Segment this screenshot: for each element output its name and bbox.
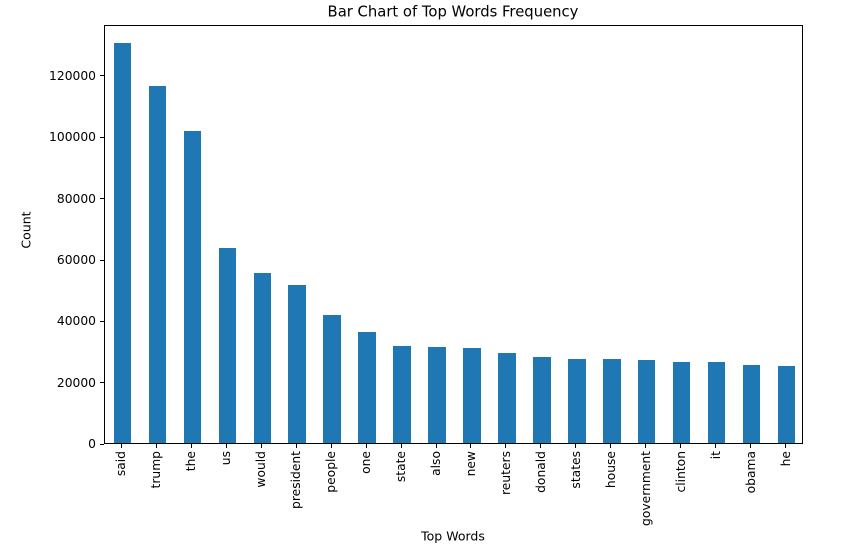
x-tick-mark: [435, 444, 437, 448]
x-tick-mark: [225, 444, 227, 448]
x-tick-mark: [155, 444, 157, 448]
x-tick-label-states: states: [568, 451, 583, 489]
x-tick-mark: [190, 444, 192, 448]
bar-the: [183, 131, 202, 443]
bar-reuters: [498, 352, 516, 443]
bar-would: [253, 273, 271, 443]
x-tick-mark: [575, 444, 577, 448]
x-tick-mark: [260, 444, 262, 448]
x-tick-mark: [470, 444, 472, 448]
bar-us: [218, 248, 237, 443]
y-tick-mark: [100, 320, 104, 322]
y-tick-mark: [100, 259, 104, 261]
x-tick-mark: [330, 444, 332, 448]
y-tick-mark: [100, 443, 104, 445]
x-tick-label-us: us: [219, 451, 234, 466]
x-tick-label-house: house: [603, 451, 618, 489]
x-tick-label-people: people: [324, 451, 339, 493]
bar-state: [393, 346, 411, 443]
x-tick-label-trump: trump: [149, 451, 164, 489]
y-tick-label: 20000: [56, 375, 96, 390]
x-tick-mark: [610, 444, 612, 448]
bar-one: [358, 332, 376, 443]
bar-trump: [148, 85, 167, 443]
y-tick-label: 100000: [49, 130, 96, 145]
x-tick-label-state: state: [394, 451, 409, 483]
x-tick-mark: [715, 444, 717, 448]
bar-said: [113, 43, 132, 443]
x-tick-label-reuters: reuters: [498, 451, 513, 495]
bar-also: [428, 346, 446, 443]
bar-clinton: [672, 362, 691, 443]
bar-house: [603, 359, 621, 443]
x-tick-mark: [645, 444, 647, 448]
x-tick-label-obama: obama: [743, 451, 758, 494]
x-tick-label-clinton: clinton: [673, 451, 688, 493]
y-tick-label: 40000: [56, 314, 96, 329]
bar-obama: [742, 365, 761, 443]
y-tick-mark: [100, 382, 104, 384]
bar-it: [707, 362, 726, 443]
x-tick-mark: [400, 444, 402, 448]
bar-government: [637, 359, 656, 443]
x-tick-label-the: the: [184, 451, 199, 472]
bar-new: [463, 347, 481, 443]
y-tick-mark: [100, 75, 104, 77]
bar-donald: [533, 357, 551, 443]
y-tick-label: 60000: [56, 253, 96, 267]
x-tick-mark: [785, 444, 787, 448]
y-tick-label: 120000: [49, 68, 96, 83]
x-tick-label-said: said: [114, 451, 129, 477]
x-tick-label-would: would: [254, 451, 269, 488]
y-tick-label: 0: [88, 437, 96, 451]
x-tick-mark: [505, 444, 507, 448]
x-tick-label-new: new: [463, 451, 478, 477]
x-tick-mark: [540, 444, 542, 448]
x-tick-label-one: one: [359, 451, 374, 474]
x-tick-label-president: president: [289, 451, 304, 509]
x-tick-label-government: government: [638, 451, 653, 526]
y-tick-mark: [100, 136, 104, 138]
bar-states: [568, 358, 586, 443]
x-tick-mark: [365, 444, 367, 448]
bar-people: [323, 314, 341, 443]
y-tick-label: 80000: [56, 191, 96, 206]
x-tick-label-also: also: [429, 451, 444, 476]
x-tick-mark: [680, 444, 682, 448]
x-tick-label-he: he: [778, 451, 793, 467]
bar-president: [288, 284, 306, 443]
x-axis-label: Top Words: [421, 528, 485, 544]
bar-he: [777, 366, 796, 443]
x-tick-label-it: it: [708, 451, 723, 460]
chart-title: Bar Chart of Top Words Frequency: [327, 3, 579, 21]
y-tick-mark: [100, 198, 104, 200]
x-tick-mark: [295, 444, 297, 448]
x-tick-mark: [750, 444, 752, 448]
x-tick-mark: [120, 444, 122, 448]
x-tick-label-donald: donald: [533, 451, 548, 493]
plot-area: [104, 25, 803, 444]
y-axis-label: Count: [18, 211, 34, 249]
